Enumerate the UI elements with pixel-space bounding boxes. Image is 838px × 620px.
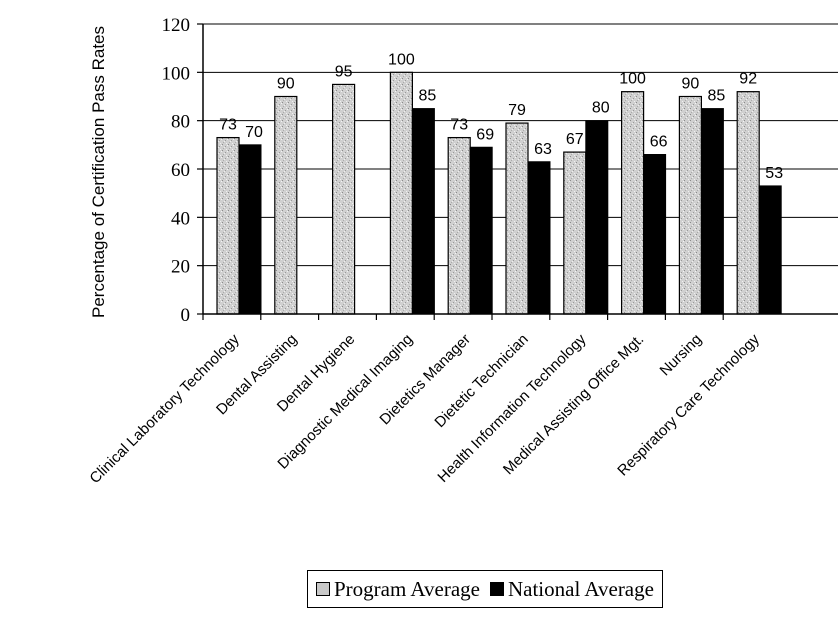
y-tick-label: 20 — [171, 257, 190, 278]
data-label-national: 63 — [534, 141, 552, 158]
bar-program-average — [274, 95, 298, 315]
bar-national-average — [527, 161, 551, 315]
bar-national-average — [585, 120, 609, 315]
data-label-program: 73 — [450, 117, 468, 134]
y-tick-label: 120 — [162, 15, 191, 36]
data-label-national: 80 — [592, 100, 610, 117]
y-tick-label: 0 — [181, 305, 191, 326]
data-label-national: 70 — [245, 124, 263, 141]
data-label-program: 100 — [619, 71, 646, 88]
data-label-program: 100 — [388, 51, 415, 68]
y-tick-label: 60 — [171, 160, 190, 181]
data-label-program: 95 — [335, 63, 353, 80]
data-label-national: 69 — [476, 126, 494, 143]
bar-program-average — [505, 122, 529, 315]
bar-program-average — [620, 91, 645, 315]
data-label-program: 79 — [508, 102, 526, 119]
data-label-program: 73 — [219, 117, 237, 134]
bar-program-average — [332, 83, 356, 315]
data-label-national: 53 — [765, 165, 783, 182]
bar-program-average — [736, 91, 760, 315]
y-tick-label: 40 — [171, 208, 190, 229]
bars — [216, 71, 782, 315]
legend: Program Average National Average — [307, 570, 663, 608]
legend-item-program: Program Average — [316, 577, 480, 602]
data-label-national: 66 — [650, 134, 668, 151]
bar-national-average — [758, 185, 782, 315]
x-category-label: Nursing — [657, 331, 706, 380]
bar-program-average — [678, 95, 703, 315]
axes — [197, 23, 838, 320]
bar-national-average — [469, 146, 493, 315]
data-label-national: 85 — [708, 88, 726, 105]
data-label-program: 90 — [682, 76, 700, 93]
legend-label-national: National Average — [507, 576, 654, 601]
y-tick-label: 80 — [171, 112, 190, 133]
legend-swatch-program — [316, 582, 330, 596]
data-label-program: 90 — [277, 76, 295, 93]
bar-national-average — [643, 154, 667, 315]
legend-label-program: Program Average — [334, 576, 480, 601]
bar-program-average — [216, 136, 240, 315]
bar-national-average — [700, 108, 724, 315]
bar-program-average — [563, 151, 587, 315]
bar-national-average — [238, 144, 262, 315]
bar-program-average — [389, 71, 413, 315]
bar-program-average — [447, 136, 471, 315]
data-label-program: 92 — [739, 71, 757, 88]
legend-item-national: National Average — [489, 576, 654, 602]
data-label-program: 67 — [566, 131, 584, 148]
bar-national-average — [411, 108, 435, 315]
legend-swatch-national — [489, 582, 504, 596]
data-label-national: 85 — [419, 88, 437, 105]
y-tick-label: 100 — [162, 63, 191, 84]
y-axis-title: Percentage of Certification Pass Rates — [89, 26, 108, 318]
